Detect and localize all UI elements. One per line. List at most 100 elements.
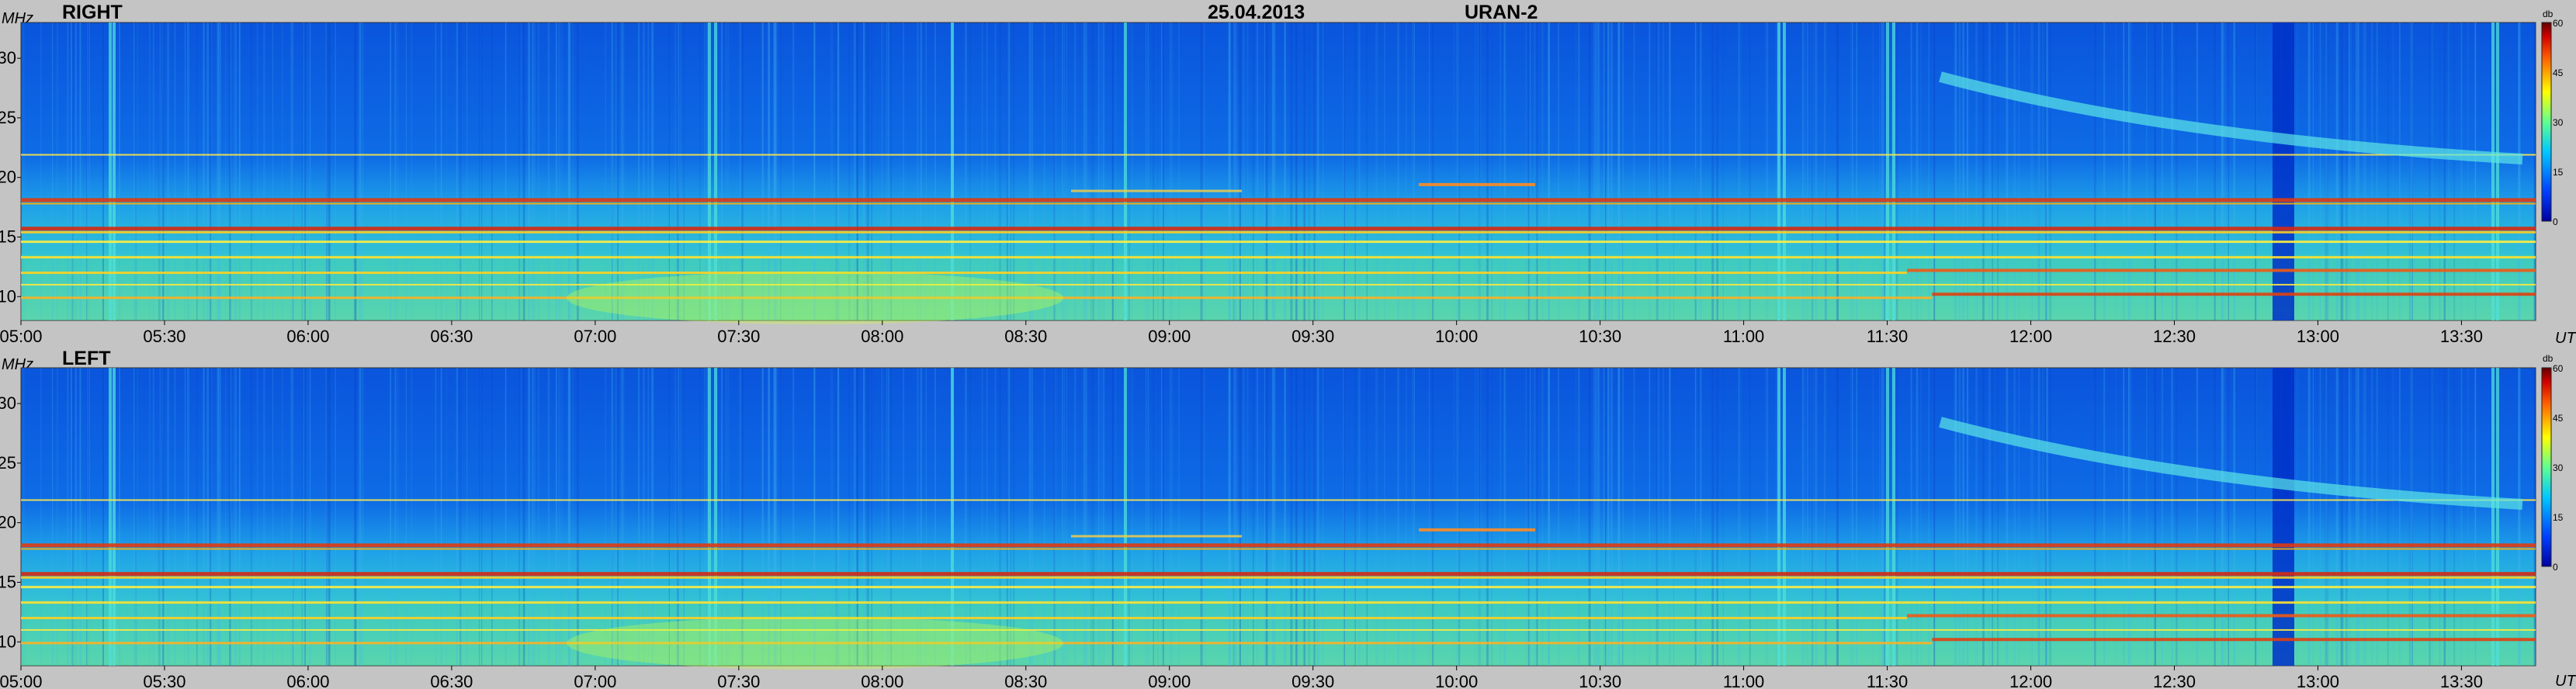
texture-hband	[1907, 268, 2536, 272]
texture-streak	[768, 23, 771, 320]
texture-streak	[1711, 23, 1714, 320]
y-tick-label: 25	[0, 108, 16, 127]
texture-streak	[1669, 368, 1671, 666]
texture-streak	[1342, 23, 1344, 320]
texture-streak	[2348, 368, 2351, 666]
texture-streak	[71, 23, 72, 320]
texture-streak	[159, 368, 161, 666]
texture-streak	[1203, 368, 1205, 666]
texture-streak	[1431, 23, 1434, 320]
texture-streak	[1295, 368, 1298, 666]
texture-streak	[1397, 368, 1399, 666]
texture-streak	[272, 368, 274, 666]
texture-streak	[390, 23, 392, 320]
texture-streak	[558, 23, 560, 320]
texture-streak	[1153, 368, 1155, 666]
texture-streak	[1246, 23, 1249, 320]
texture-streak	[999, 368, 1001, 666]
texture-streak	[1881, 368, 1883, 666]
texture-streak	[572, 23, 574, 320]
texture-streak	[1013, 23, 1015, 320]
texture-streak	[71, 23, 74, 320]
x-tick-label: 07:00	[574, 327, 616, 346]
texture-vline	[2496, 23, 2499, 320]
colorbar-tick-label: 30	[2553, 462, 2564, 473]
x-tick-label: 13:30	[2440, 327, 2483, 346]
texture-streak	[2365, 368, 2366, 666]
texture-streak	[741, 368, 743, 666]
texture-streak	[362, 368, 364, 666]
texture-streak	[1622, 368, 1624, 666]
texture-streak	[1101, 23, 1102, 320]
x-tick-label: 05:30	[143, 672, 185, 689]
texture-streak	[622, 23, 625, 320]
texture-streak	[2408, 23, 2411, 320]
texture-streak	[481, 368, 483, 666]
texture-vline	[2491, 23, 2495, 320]
texture-vline	[109, 23, 112, 320]
texture-streak	[1928, 368, 1930, 666]
texture-streak	[1928, 23, 1930, 320]
texture-streak	[309, 368, 311, 666]
texture-streak	[1243, 23, 1245, 320]
texture-streak	[2348, 23, 2351, 320]
texture-streak	[1578, 368, 1580, 666]
texture-streak	[1375, 23, 1377, 320]
texture-streak	[866, 23, 869, 320]
texture-streak	[2341, 23, 2344, 320]
texture-segment	[1071, 535, 1242, 538]
texture-streak	[1458, 368, 1461, 666]
texture-streak	[1810, 23, 1812, 320]
texture-streak	[1499, 368, 1502, 666]
texture-streak	[102, 23, 104, 320]
texture-streak	[1412, 368, 1414, 666]
texture-streak	[1810, 368, 1812, 666]
texture-streak	[1933, 23, 1936, 320]
texture-streak	[326, 368, 328, 666]
texture-streak	[1274, 368, 1276, 666]
texture-streak	[224, 23, 227, 320]
x-tick-label: 07:30	[717, 672, 760, 689]
texture-streak	[1775, 368, 1777, 666]
texture-vline	[714, 368, 717, 666]
texture-streak	[1397, 23, 1399, 320]
texture-streak	[2049, 23, 2052, 320]
texture-hband	[21, 601, 2536, 604]
texture-streak	[2341, 368, 2344, 666]
texture-streak	[2475, 368, 2477, 666]
texture-streak	[1290, 368, 1293, 666]
texture-streak	[2123, 368, 2124, 666]
texture-streak	[1597, 23, 1599, 320]
texture-streak	[2371, 23, 2373, 320]
texture-hband	[21, 227, 2536, 231]
texture-streak	[1801, 23, 1804, 320]
texture-streak	[1170, 23, 1172, 320]
texture-streak	[218, 368, 220, 666]
texture-streak	[1131, 368, 1133, 666]
texture-streak	[1007, 23, 1010, 320]
texture-streak	[235, 23, 237, 320]
texture-streak	[1256, 368, 1259, 666]
texture-streak	[2355, 23, 2358, 320]
texture-streak	[868, 23, 869, 320]
texture-streak	[187, 23, 189, 320]
instrument-name: URAN-2	[1465, 2, 1538, 23]
texture-streak	[1536, 368, 1538, 666]
texture-streak	[290, 368, 292, 666]
texture-streak	[206, 23, 209, 320]
texture-streak	[1083, 23, 1085, 320]
texture-streak	[2032, 23, 2033, 320]
texture-streak	[1357, 368, 1361, 666]
texture-streak	[1621, 368, 1624, 666]
texture-streak	[1458, 23, 1461, 320]
texture-streak	[2411, 368, 2413, 666]
texture-streak	[726, 23, 728, 320]
texture-streak	[1621, 23, 1624, 320]
texture-streak	[1308, 23, 1310, 320]
texture-streak	[615, 23, 618, 320]
texture-streak	[1910, 368, 1912, 666]
texture-streak	[1233, 368, 1236, 666]
texture-streak	[1097, 368, 1100, 666]
x-tick-label: 09:30	[1291, 327, 1334, 346]
texture-streak	[887, 368, 889, 666]
